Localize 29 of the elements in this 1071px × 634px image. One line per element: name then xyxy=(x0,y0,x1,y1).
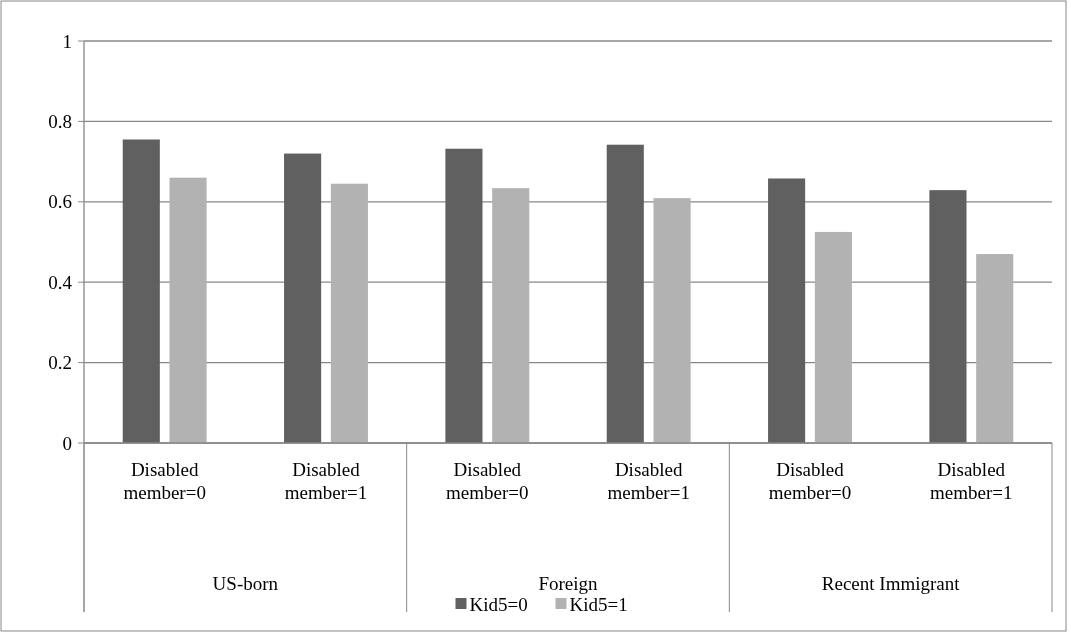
text: Recent Immigrant xyxy=(821,572,961,594)
text: Foreign xyxy=(538,572,599,594)
text: US-born xyxy=(212,572,279,594)
x-tick-label: Disabled member=0 xyxy=(768,459,852,503)
bar xyxy=(445,148,483,443)
x-tick-label: Disabled member=1 xyxy=(607,459,690,503)
y-tick-label: 0 xyxy=(62,432,72,454)
bar xyxy=(929,190,967,443)
bar xyxy=(330,183,368,443)
x-tick-label: Disabled member=0 xyxy=(123,459,206,503)
legend-label: Kid5=1 xyxy=(569,593,628,615)
x-tick-label: Disabled member=0 xyxy=(446,459,529,503)
bar xyxy=(814,231,852,443)
bar xyxy=(284,153,322,443)
x-tick-label: Disabled member=1 xyxy=(284,459,368,503)
legend-label: Kid5=0 xyxy=(469,593,528,615)
bar xyxy=(653,198,691,443)
y-tick-label: 0.4 xyxy=(48,271,73,293)
bar xyxy=(768,178,806,443)
y-tick-label: 1 xyxy=(62,30,72,52)
bar xyxy=(169,177,207,443)
y-tick-label: 0.2 xyxy=(48,352,72,374)
x-tick-label: Disabled member=1 xyxy=(930,459,1013,503)
bar xyxy=(606,144,644,443)
bar xyxy=(492,188,530,443)
bar xyxy=(122,139,160,443)
y-tick-label: 0.6 xyxy=(48,191,72,213)
y-tick-label: 0.8 xyxy=(48,111,72,133)
bar xyxy=(976,254,1014,443)
